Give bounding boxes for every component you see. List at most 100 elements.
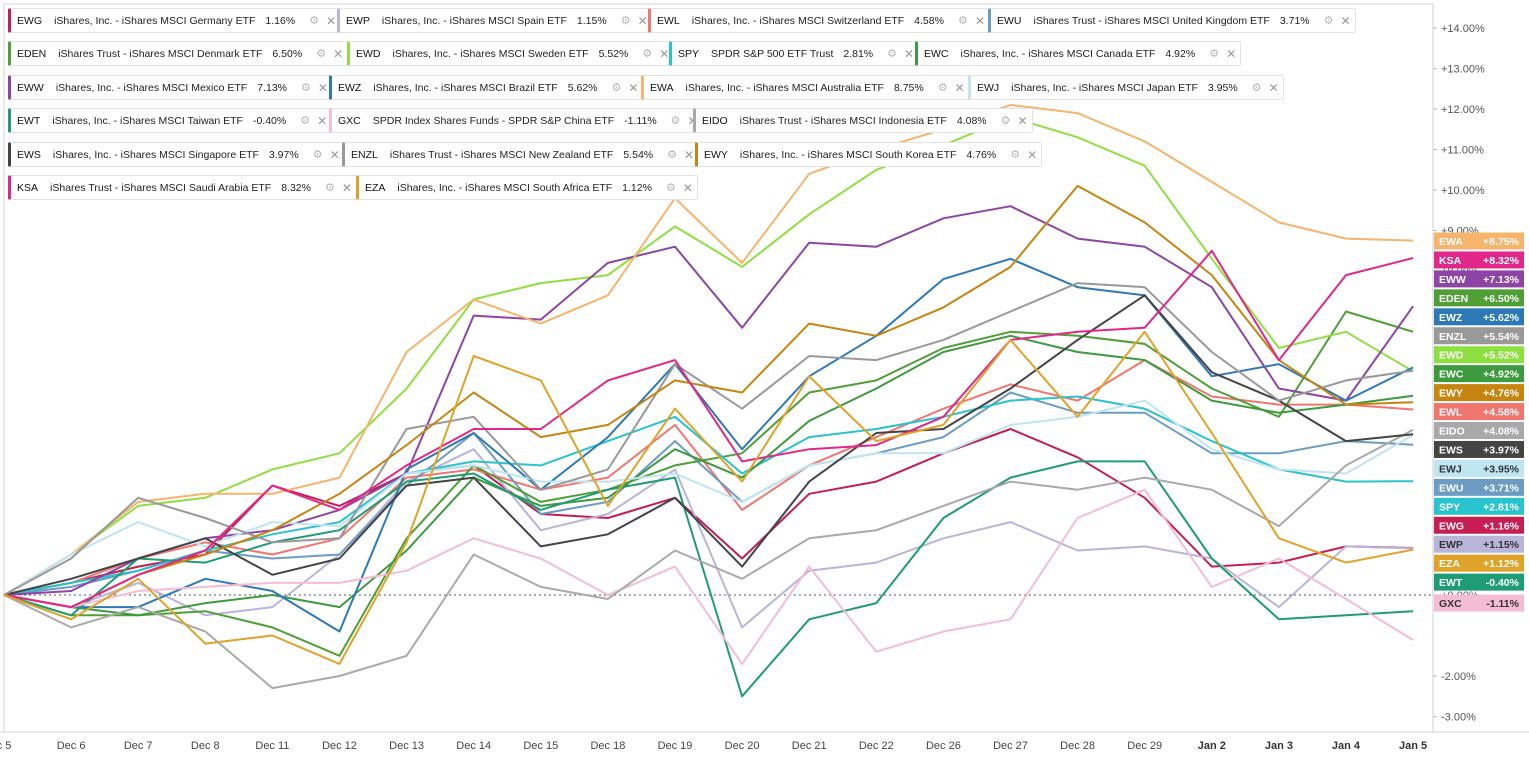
legend-chip-eido[interactable]: EIDO iShares Trust - iShares MSCI Indones… xyxy=(693,108,1033,133)
close-icon[interactable]: ✕ xyxy=(329,147,340,162)
legend-chip-ksa[interactable]: KSA iShares Trust - iShares MSCI Saudi Ar… xyxy=(8,175,357,200)
legend-chip-eza[interactable]: EZA iShares, Inc. - iShares MSCI South Af… xyxy=(356,175,698,200)
badge-value: +1.12% xyxy=(1483,558,1520,570)
close-icon[interactable]: ✕ xyxy=(628,80,639,95)
gear-icon[interactable]: ⚙ xyxy=(324,182,335,194)
gear-icon[interactable]: ⚙ xyxy=(1251,82,1262,94)
series-line-ewc[interactable] xyxy=(3,334,1414,617)
chip-percent: 4.08% xyxy=(956,114,987,127)
close-icon[interactable]: ✕ xyxy=(974,13,985,28)
chip-name: iShares, Inc. - iShares MSCI Taiwan ETF xyxy=(52,114,243,127)
series-line-eden[interactable] xyxy=(3,310,1414,657)
legend-chip-ewd[interactable]: EWD iShares, Inc. - iShares MSCI Sweden E… xyxy=(347,41,675,66)
gear-icon[interactable]: ⚙ xyxy=(937,82,948,94)
legend-chip-ewa[interactable]: EWA iShares, Inc. - iShares MSCI Australi… xyxy=(641,75,970,100)
close-icon[interactable]: ✕ xyxy=(682,180,693,195)
series-line-ewl[interactable] xyxy=(3,359,1414,596)
badge-symbol: ENZL xyxy=(1439,331,1467,343)
close-icon[interactable]: ✕ xyxy=(1340,13,1351,28)
gear-icon[interactable]: ⚙ xyxy=(312,149,323,161)
close-icon[interactable]: ✕ xyxy=(659,46,670,61)
price-badge-ewu xyxy=(1434,478,1524,496)
gear-icon[interactable]: ⚙ xyxy=(1323,15,1334,27)
gear-icon[interactable]: ⚙ xyxy=(316,48,327,60)
series-line-ewu[interactable] xyxy=(3,391,1414,596)
series-line-gxc[interactable] xyxy=(3,488,1414,665)
series-line-ewt[interactable] xyxy=(3,460,1414,698)
x-tick-label: Dec 20 xyxy=(725,740,760,752)
gear-icon[interactable]: ⚙ xyxy=(300,115,311,127)
series-line-ewp[interactable] xyxy=(3,448,1414,629)
legend-chip-ewz[interactable]: EWZ iShares, Inc. - iShares MSCI Brazil E… xyxy=(329,75,644,100)
gear-icon[interactable]: ⚙ xyxy=(667,149,677,161)
legend-chip-eden[interactable]: EDEN iShares Trust - iShares MSCI Denmark… xyxy=(8,41,349,66)
legend-chip-enzl[interactable]: ENZL iShares Trust - iShares MSCI New Zea… xyxy=(342,142,700,167)
legend-chip-ewc[interactable]: EWC iShares, Inc. - iShares MSCI Canada E… xyxy=(915,41,1242,66)
close-icon[interactable]: ✕ xyxy=(637,13,648,28)
close-icon[interactable]: ✕ xyxy=(341,180,352,195)
gear-icon[interactable]: ⚙ xyxy=(309,15,320,27)
close-icon[interactable]: ✕ xyxy=(1226,46,1237,61)
y-tick-label: -3.00% xyxy=(1441,712,1476,724)
chip-percent: 1.16% xyxy=(265,14,296,27)
x-tick-label: Dec 14 xyxy=(456,740,491,752)
price-badge-eww xyxy=(1434,270,1524,288)
series-line-ewg[interactable] xyxy=(3,428,1414,596)
badge-symbol: EDEN xyxy=(1439,293,1468,305)
close-icon[interactable]: ✕ xyxy=(954,80,965,95)
close-icon[interactable]: ✕ xyxy=(317,113,328,128)
price-badge-ewa xyxy=(1434,232,1524,250)
legend-chip-ewy[interactable]: EWY iShares, Inc. - iShares MSCI South Ko… xyxy=(695,142,1043,167)
x-tick-label: Dec 21 xyxy=(792,740,827,752)
x-tick-label: Dec 29 xyxy=(1127,740,1162,752)
close-icon[interactable]: ✕ xyxy=(904,46,915,61)
gear-icon[interactable]: ⚙ xyxy=(301,82,311,94)
series-line-eido[interactable] xyxy=(3,428,1414,690)
legend-chip-gxc[interactable]: GXC SPDR Index Shares Funds - SPDR S&P Ch… xyxy=(329,108,703,133)
gear-icon[interactable]: ⚙ xyxy=(1000,115,1011,127)
series-line-ewa[interactable] xyxy=(3,103,1414,596)
gear-icon[interactable]: ⚙ xyxy=(665,182,676,194)
badge-value: -0.40% xyxy=(1486,577,1520,589)
close-icon[interactable]: ✕ xyxy=(317,80,328,95)
gear-icon[interactable]: ⚙ xyxy=(957,15,968,27)
chip-name: iShares, Inc. - iShares MSCI Spain ETF xyxy=(381,14,567,27)
series-line-eza[interactable] xyxy=(3,330,1414,665)
legend-chip-ewj[interactable]: EWJ iShares, Inc. - iShares MSCI Japan ET… xyxy=(968,75,1284,100)
x-tick-label: Dec 12 xyxy=(322,740,357,752)
series-line-ksa[interactable] xyxy=(3,249,1414,609)
close-icon[interactable]: ✕ xyxy=(1027,147,1038,162)
close-icon[interactable]: ✕ xyxy=(684,147,695,162)
legend-chip-ews[interactable]: EWS iShares, Inc. - iShares MSCI Singapor… xyxy=(8,142,345,167)
series-line-ewd[interactable] xyxy=(3,116,1414,596)
gear-icon[interactable]: ⚙ xyxy=(642,48,653,60)
series-line-ewy[interactable] xyxy=(3,184,1414,609)
gear-icon[interactable]: ⚙ xyxy=(1010,149,1021,161)
legend-chip-spy[interactable]: SPY SPDR S&P 500 ETF Trust 2.81% ⚙ ✕ xyxy=(669,41,920,66)
legend-chip-ewl[interactable]: EWL iShares, Inc. - iShares MSCI Switzerl… xyxy=(648,8,990,33)
legend-chip-ewt[interactable]: EWT iShares, Inc. - iShares MSCI Taiwan E… xyxy=(8,108,333,133)
gear-icon[interactable]: ⚙ xyxy=(611,82,622,94)
close-icon[interactable]: ✕ xyxy=(1268,80,1279,95)
close-icon[interactable]: ✕ xyxy=(688,114,698,128)
legend-chip-ewp[interactable]: EWP iShares, Inc. - iShares MSCI Spain ET… xyxy=(337,8,653,33)
chip-name: iShares, Inc. - iShares MSCI Germany ETF xyxy=(54,14,256,27)
close-icon[interactable]: ✕ xyxy=(326,13,337,28)
legend-chip-ewg[interactable]: EWG iShares, Inc. - iShares MSCI Germany … xyxy=(8,8,342,33)
badge-value: +3.95% xyxy=(1483,463,1520,475)
gear-icon[interactable]: ⚙ xyxy=(1209,48,1220,60)
close-icon[interactable]: ✕ xyxy=(333,46,344,61)
chip-symbol: EWZ xyxy=(338,81,362,94)
chip-name: iShares, Inc. - iShares MSCI Australia E… xyxy=(685,81,884,94)
legend-chip-eww[interactable]: EWW iShares, Inc. - iShares MSCI Mexico E… xyxy=(8,75,333,100)
gear-icon[interactable]: ⚙ xyxy=(670,115,681,127)
legend-chip-ewu[interactable]: EWU iShares Trust - iShares MSCI United K… xyxy=(988,8,1356,33)
x-tick-label: Dec 19 xyxy=(658,740,693,752)
series-line-ewj[interactable] xyxy=(3,399,1414,596)
gear-icon[interactable]: ⚙ xyxy=(620,15,631,27)
x-tick-label: Dec 8 xyxy=(191,740,220,752)
close-icon[interactable]: ✕ xyxy=(1017,113,1028,128)
series-line-ews[interactable] xyxy=(3,294,1414,596)
y-tick-label: +10.00% xyxy=(1441,185,1485,197)
gear-icon[interactable]: ⚙ xyxy=(887,48,898,60)
